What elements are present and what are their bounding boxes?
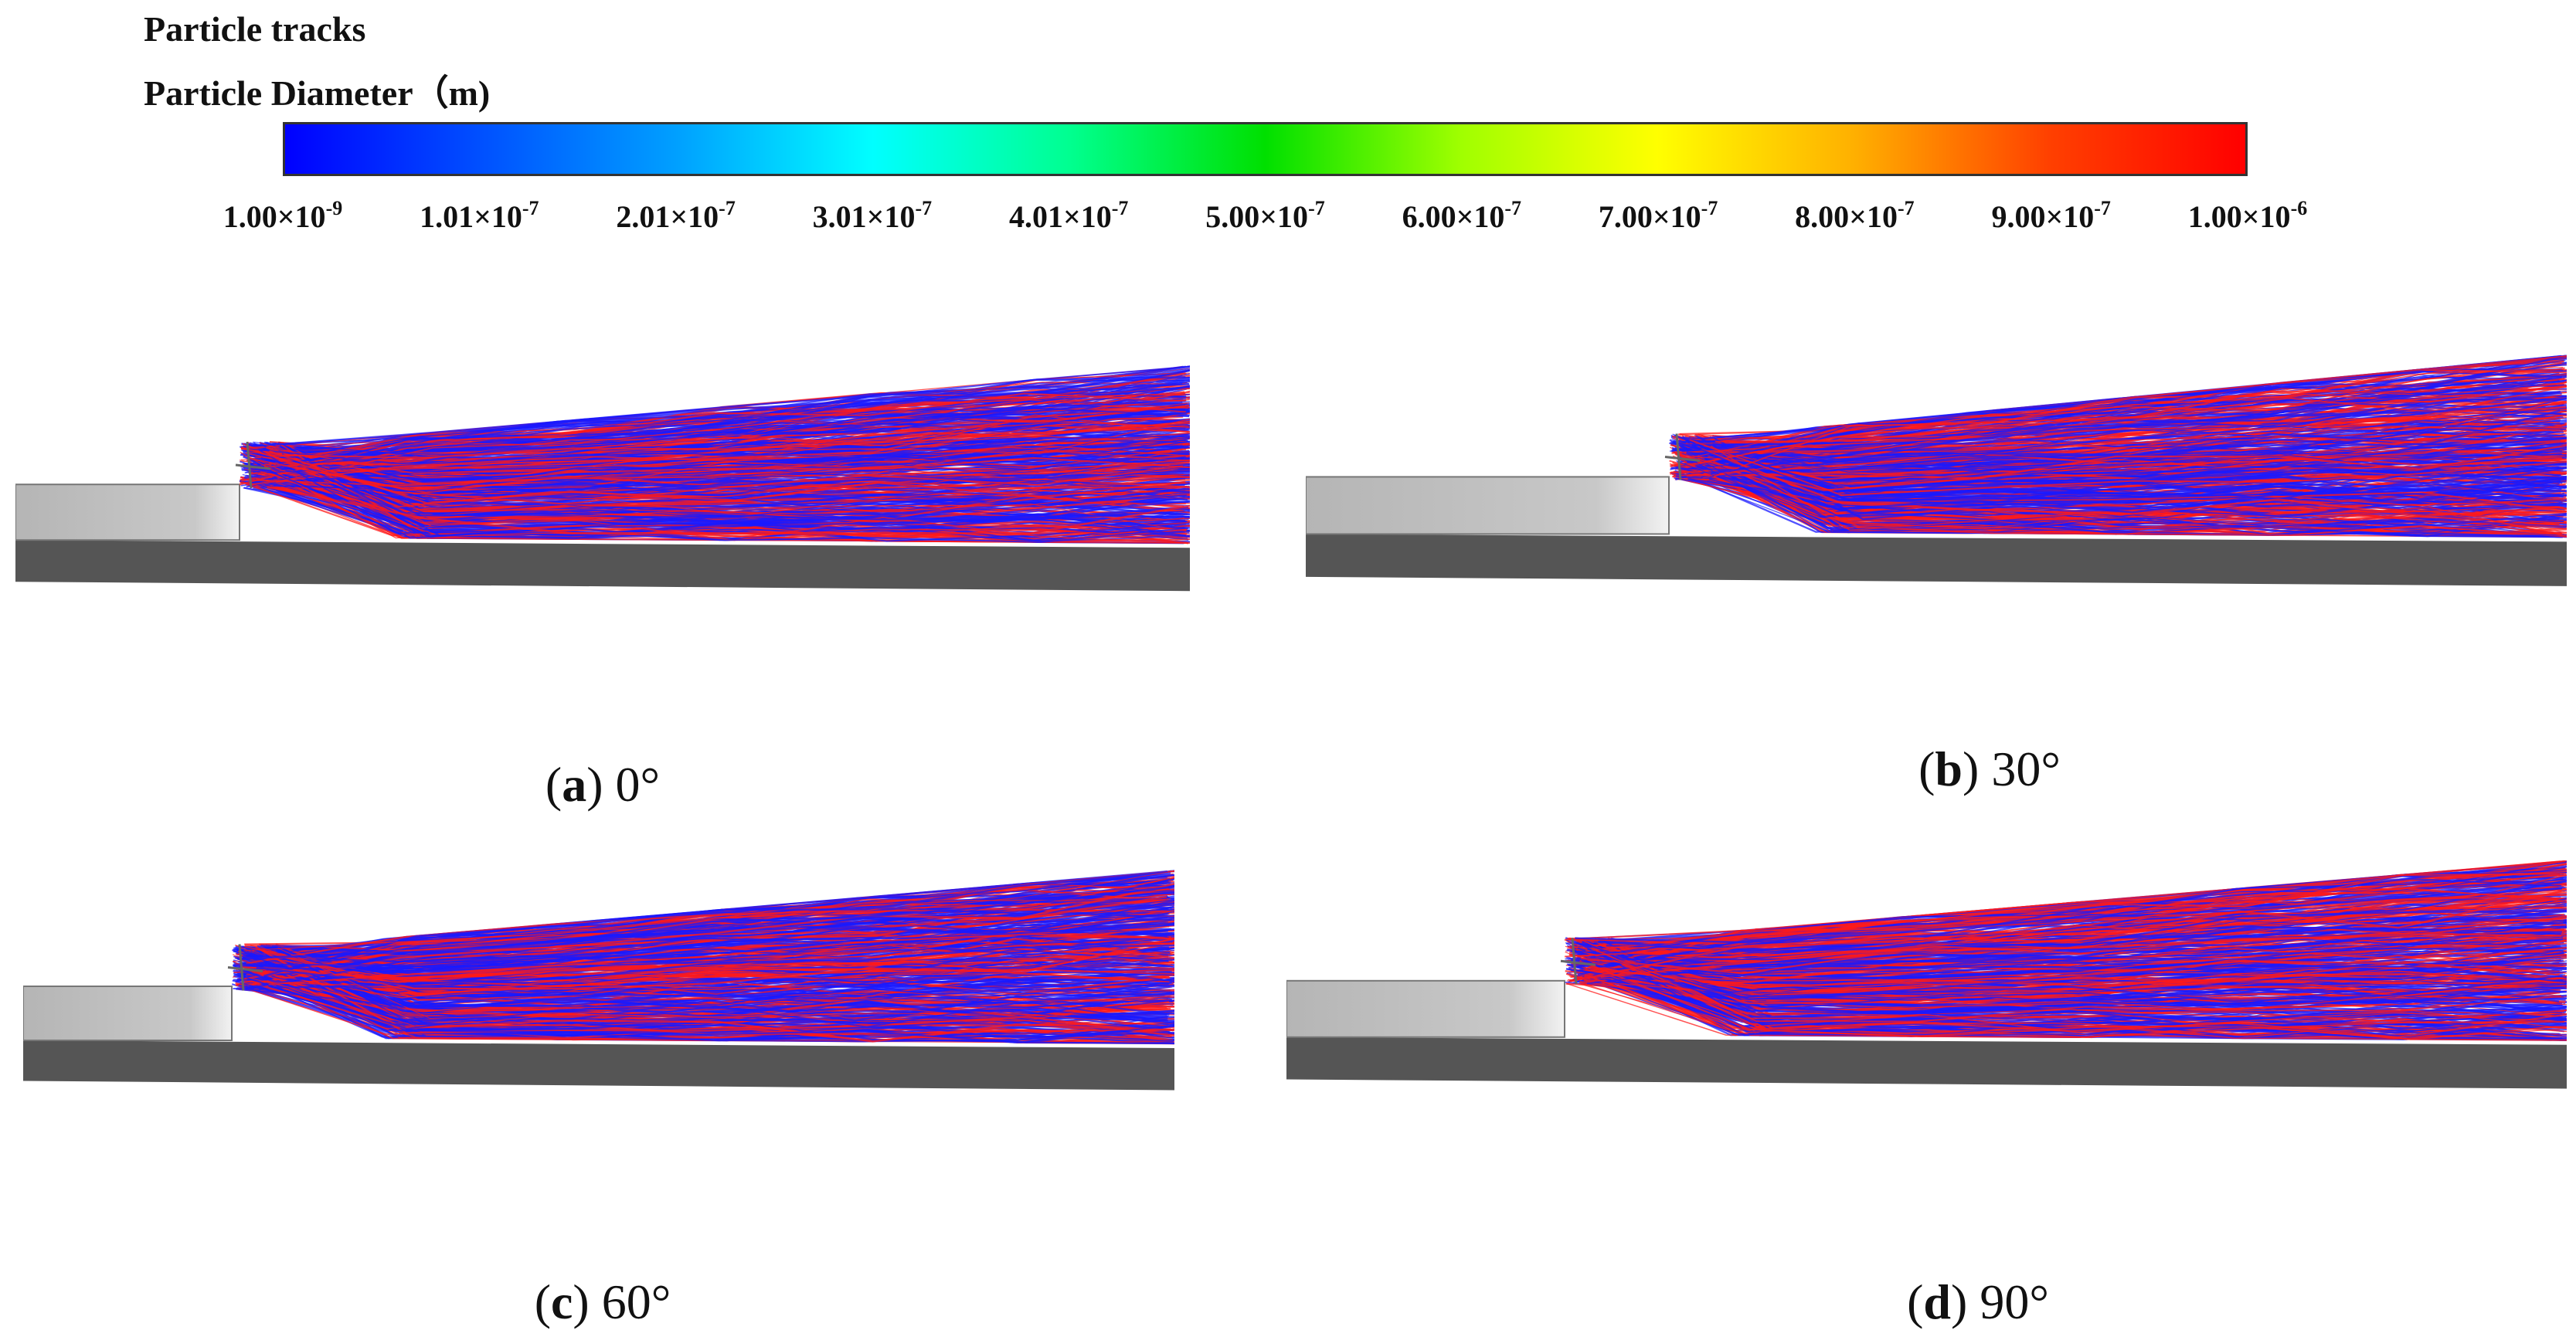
colorbar-tick-label: 9.00×10-7 [1991, 197, 2111, 235]
particle-tracks [1564, 860, 2567, 1042]
colorbar-tick-label: 1.00×10-6 [2187, 197, 2308, 235]
ground-plate [1306, 534, 2567, 586]
particle-track-plot [1286, 860, 2567, 1089]
colorbar-tick-label: 5.00×10-7 [1205, 197, 1325, 235]
particle-track-panel [23, 846, 1174, 1116]
ground-plate [1286, 1037, 2567, 1089]
step-block [23, 986, 233, 1041]
colorbar-tick-label: 4.01×10-7 [1008, 197, 1129, 235]
panel-caption: (c) 60° [534, 1274, 671, 1329]
step-block [15, 483, 240, 541]
step-block [1286, 979, 1565, 1038]
ground-plate [23, 1040, 1174, 1091]
injector-marker [235, 441, 271, 489]
injector-marker [1664, 433, 1701, 480]
particle-track-plot [1306, 355, 2567, 586]
particle-track-plot [15, 365, 1190, 592]
particle-track-panel [1306, 328, 2567, 614]
ground-plate [15, 540, 1190, 592]
colorbar-tick-label: 8.00×10-7 [1795, 197, 1915, 235]
particle-track-panel [1286, 834, 2567, 1116]
colorbar-tick-label: 3.01×10-7 [812, 197, 933, 235]
colorbar-tick-label: 2.01×10-7 [616, 197, 736, 235]
colorbar-tick-label: 1.01×10-7 [420, 197, 539, 235]
colorbar [283, 122, 2248, 176]
particle-track-panel [15, 340, 1190, 618]
injector-marker [1560, 938, 1596, 985]
injector-marker [227, 944, 263, 991]
step-block [1306, 476, 1670, 535]
legend-title-line1: Particle tracks [144, 9, 366, 49]
legend-title-line2: Particle Diameter（m) [144, 73, 491, 113]
colorbar-tick-label: 1.00×10-9 [223, 197, 343, 235]
particle-tracks [1669, 355, 2567, 538]
colorbar-tick-label: 7.00×10-7 [1598, 197, 1718, 235]
particle-tracks [239, 365, 1190, 545]
colorbar-tick-label: 6.00×10-7 [1402, 197, 1522, 235]
panel-caption: (b) 30° [1918, 741, 2061, 796]
particle-track-plot [23, 870, 1174, 1091]
particle-tracks [231, 870, 1174, 1045]
panel-caption: (a) 0° [545, 757, 661, 812]
panel-caption: (d) 90° [1907, 1274, 2049, 1329]
